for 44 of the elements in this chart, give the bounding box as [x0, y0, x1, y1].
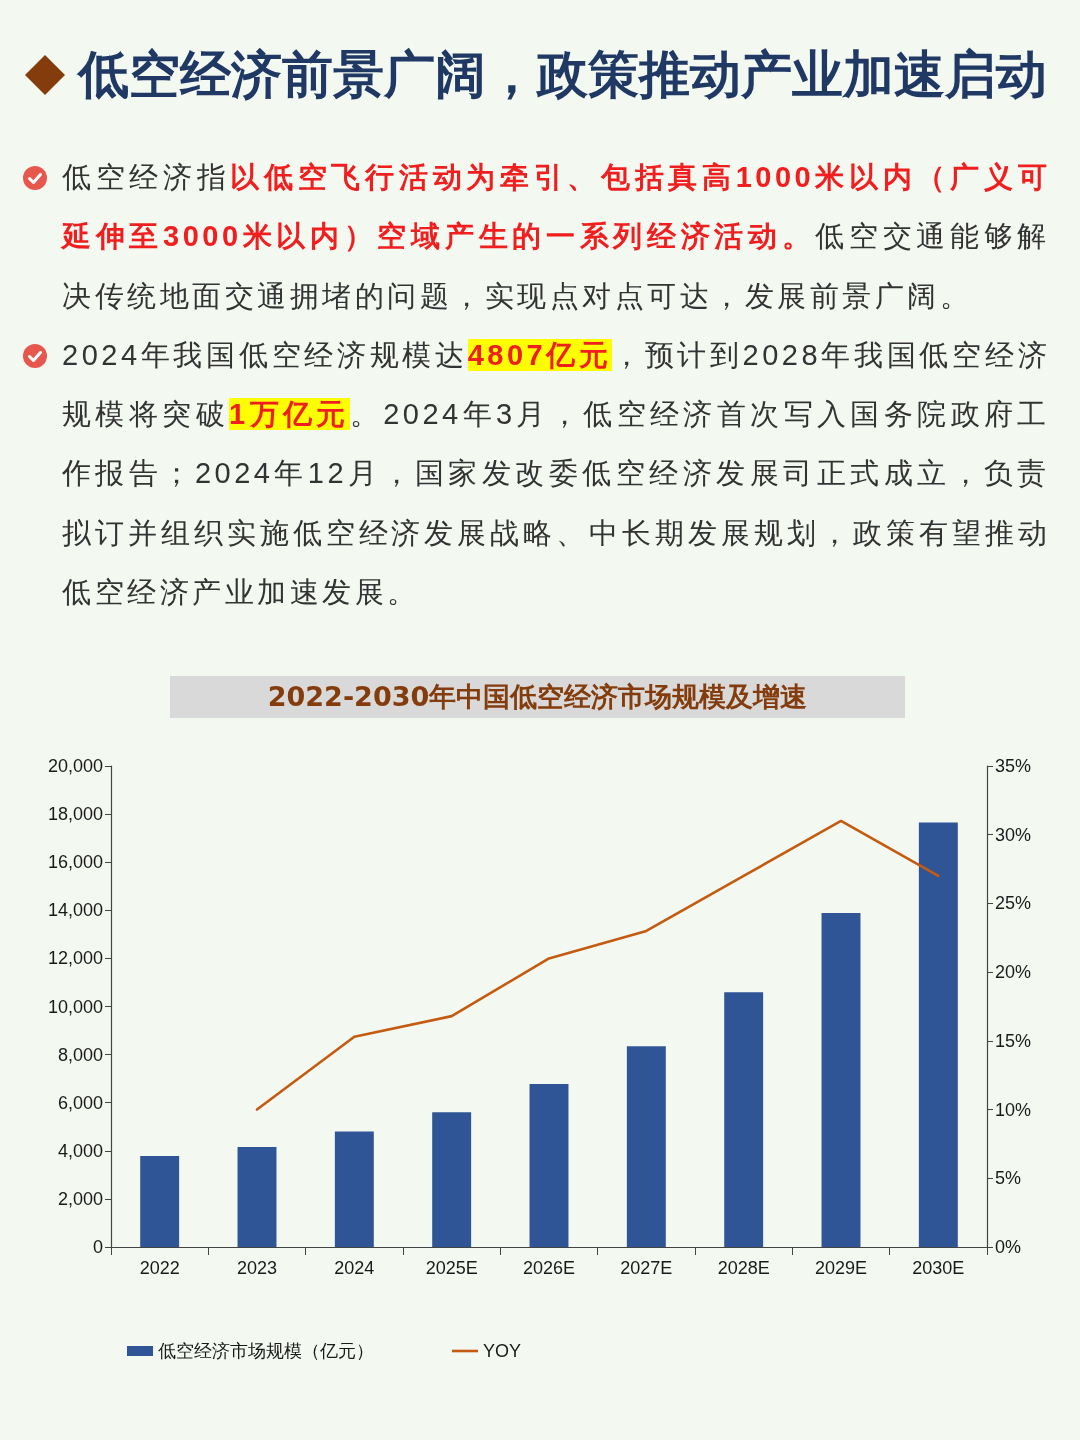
legend-label: YOY — [483, 1341, 522, 1361]
y-tick-label: 10,000 — [47, 996, 103, 1017]
y-tick-label: 18,000 — [47, 804, 103, 825]
bar — [918, 822, 958, 1247]
x-tick-label: 2025E — [425, 1258, 478, 1278]
y2-tick-label: 0% — [995, 1237, 1022, 1257]
y2-tick-label: 25% — [995, 893, 1032, 914]
y-tick-label: 2,000 — [57, 1188, 103, 1209]
bar — [334, 1131, 374, 1247]
y2-tick-label: 15% — [995, 1030, 1032, 1051]
bar — [237, 1146, 277, 1247]
x-tick-label: 2026E — [522, 1258, 576, 1278]
x-tick-label: 2023 — [236, 1258, 278, 1278]
legend-label: 低空经济市场规模（亿元） — [158, 1341, 374, 1361]
line-series — [255, 819, 940, 1111]
x-tick-label: 2027E — [620, 1258, 673, 1278]
y2-tick-label: 30% — [995, 824, 1032, 845]
y-tick-label: 20,000 — [47, 756, 103, 776]
x-tick-label: 2029E — [814, 1258, 868, 1278]
x-tick-label: 2024 — [334, 1258, 375, 1278]
text: 低空经济指以低空飞行活动为牵引、包括真高1000米以内（广义可延伸至3000米以内）空域产生的一系列经济活动。低空交通能够解决传统地面交通拥堵的问题，实现点对点可达，发展前景广阔。 — [62, 161, 1051, 312]
y2-tick-label: 35% — [995, 756, 1032, 776]
y-tick-label: 0 — [92, 1237, 103, 1257]
bar — [724, 992, 764, 1247]
y2-tick-label: 5% — [995, 1168, 1022, 1189]
x-tick-label: 2028E — [717, 1258, 770, 1278]
text: 2024年我国低空经济规模达4807亿元，预计到2028年我国低空经济规模将突破1万亿元。2024年3月，低空经济首次写入国务院政府工作报告；2024年12月，国家发改委低空经济发展司正式成立，负责拟订并组织实施低空经济发展战略、中长期发展规划，政策有望推动低空经济产业加速发展。 — [62, 338, 1051, 609]
bar — [821, 912, 861, 1247]
y-tick-label: 16,000 — [47, 852, 103, 873]
bar — [529, 1083, 569, 1247]
chart-title: 低空经济前景广阔，政策推动产业加速启动 — [78, 45, 1047, 105]
y2-tick-label: 20% — [995, 962, 1032, 983]
bar — [626, 1046, 666, 1247]
chart-subtitle: 2022-2030年中国低空经济市场规模及增速 — [267, 680, 808, 714]
bar — [432, 1112, 472, 1247]
y-tick-label: 12,000 — [47, 948, 103, 969]
y-tick-label: 4,000 — [57, 1140, 103, 1161]
y-tick-label: 6,000 — [57, 1092, 103, 1113]
x-tick-label: 2030E — [912, 1258, 965, 1278]
x-tick-label: 2022 — [139, 1258, 180, 1278]
y-tick-label: 8,000 — [57, 1044, 103, 1065]
bar — [140, 1156, 180, 1247]
y2-tick-label: 10% — [995, 1099, 1032, 1120]
y-tick-label: 14,000 — [47, 900, 103, 921]
